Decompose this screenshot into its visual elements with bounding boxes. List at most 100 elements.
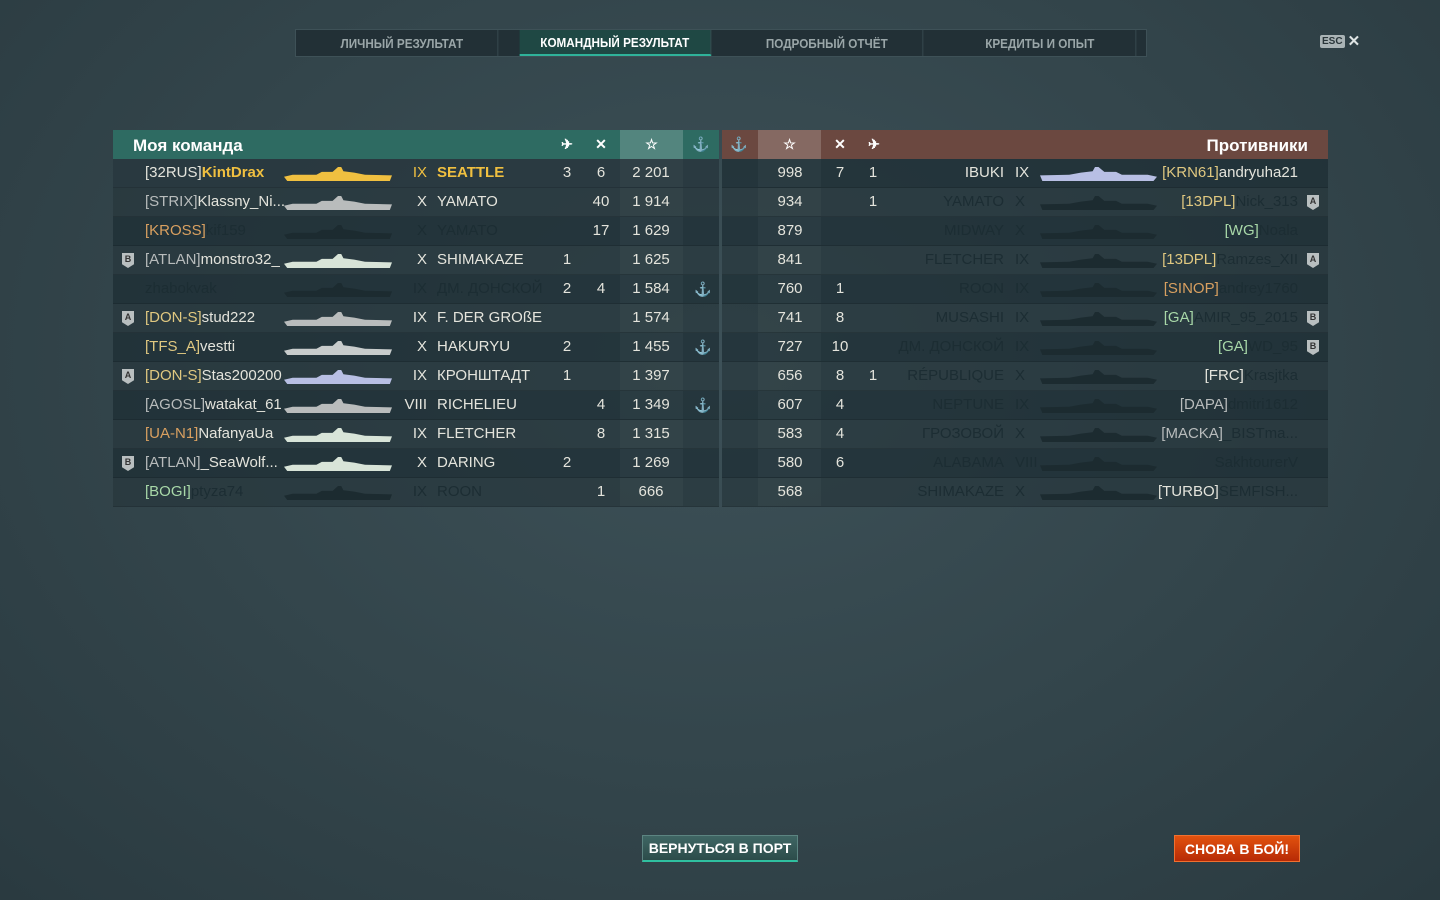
- stat-exp: 1 584: [632, 280, 670, 297]
- player-name-cell[interactable]: [UA-N1]NafanyaUa: [145, 425, 273, 442]
- player-name-cell[interactable]: [BOGI]ptyza74: [145, 483, 243, 500]
- enemy-team-table: Противники ⚓ ☆ ✕ ✈ [KRN61]andryuha21 IX IB…: [722, 130, 1328, 507]
- player-name-cell[interactable]: zhabokvak: [145, 280, 217, 297]
- my-team-rows: [32RUS]KintDrax IX SEATTLE 3 6 2 201 [STRIX]Kl…: [113, 159, 719, 507]
- player-row[interactable]: zhabokvak IX ДМ. ДОНСКОЙ 2 4 1 584 ⚓: [113, 275, 719, 304]
- ship-name: IBUKI: [964, 164, 1004, 181]
- ship-silhouette: [284, 428, 392, 442]
- player-name-cell[interactable]: [ATLAN]monstro32_: [145, 251, 280, 268]
- anchor-medal-icon: ⚓: [694, 339, 712, 355]
- player-row[interactable]: B [GA]WD_95 IX ДМ. ДОНСКОЙ 10 727: [722, 333, 1328, 362]
- player-row[interactable]: B [ATLAN]monstro32_ X SHIMAKAZE 1 1 625: [113, 246, 719, 275]
- player-row[interactable]: [FRC]Krasjtka X RÉPUBLIQUE 1 8 656: [722, 362, 1328, 391]
- player-name-cell[interactable]: [FRC]Krasjtka: [1205, 367, 1298, 384]
- clan-tag: [KROSS]: [145, 222, 206, 239]
- player-row[interactable]: [STRIX]Klassny_Ni... X YAMATO 40 1 914: [113, 188, 719, 217]
- player-name-cell[interactable]: [32RUS]KintDrax: [145, 164, 264, 181]
- player-name-cell[interactable]: [DON-S]stud222: [145, 309, 255, 326]
- stat-exp: 1 625: [632, 251, 670, 268]
- player-row[interactable]: [BOGI]ptyza74 IX ROON 1 666: [113, 478, 719, 507]
- ship-name: SHIMAKAZE: [917, 483, 1004, 500]
- star-icon: ☆: [620, 130, 683, 159]
- player-name-cell[interactable]: [GA]WD_95: [1218, 338, 1298, 355]
- player-name-cell[interactable]: [DON-S]Stas200200: [145, 367, 282, 384]
- tab-team-result[interactable]: КОМАНДНЫЙ РЕЗУЛЬТАТ: [519, 30, 711, 56]
- enemy-team-rows: [KRN61]andryuha21 IX IBUKI 1 7 998 A [13DPL]Nic…: [722, 159, 1328, 507]
- player-name: Ramzes_XII: [1216, 251, 1298, 268]
- ship-silhouette: [1040, 428, 1157, 442]
- crossed-swords-icon: ✕: [834, 136, 846, 152]
- player-name-cell[interactable]: [ATLAN]_SeaWolf...: [145, 454, 278, 471]
- player-row[interactable]: A [13DPL]Nick_313 X YAMATO 1 934: [722, 188, 1328, 217]
- ship-name: F. DER GROßE: [437, 309, 543, 326]
- stat-planes: 2: [562, 280, 572, 297]
- ship-tier: IX: [412, 164, 427, 181]
- ship-tier: X: [1015, 193, 1026, 210]
- stat-frags: 1: [596, 483, 606, 500]
- player-name-cell[interactable]: SakhtourerV: [1215, 454, 1298, 471]
- player-name-cell[interactable]: [WG]Noala: [1225, 222, 1298, 239]
- stat-exp: 727: [777, 338, 803, 355]
- player-row[interactable]: [KRN61]andryuha21 IX IBUKI 1 7 998: [722, 159, 1328, 188]
- player-row[interactable]: [32RUS]KintDrax IX SEATTLE 3 6 2 201: [113, 159, 719, 188]
- close-icon[interactable]: ✕: [1347, 33, 1361, 50]
- player-row[interactable]: B [GA]AMIR_95_2015 IX MUSASHI 8 741: [722, 304, 1328, 333]
- clan-tag: [13DPL]: [1162, 251, 1217, 268]
- player-row[interactable]: A [13DPL]Ramzes_XII IX FLETCHER 841: [722, 246, 1328, 275]
- player-name-cell[interactable]: [TFS_A]vestti: [145, 338, 235, 355]
- player-row[interactable]: [MACKA]_BISTma... X ГРОЗОВОЙ 4 583: [722, 420, 1328, 449]
- player-row[interactable]: [KROSS]kif159 X YAMATO 17 1 629: [113, 217, 719, 246]
- stat-frags: 40: [592, 193, 610, 210]
- player-name-cell[interactable]: [KROSS]kif159: [145, 222, 246, 239]
- player-name-cell[interactable]: [TURBO]SEMFISH...: [1158, 483, 1298, 500]
- player-row[interactable]: A [DON-S]Stas200200 IX КРОНШТАДТ 1 1 397: [113, 362, 719, 391]
- player-name-cell[interactable]: [KRN61]andryuha21: [1162, 164, 1298, 181]
- battle-again-button[interactable]: СНОВА В БОЙ!: [1174, 835, 1300, 862]
- ship-tier: IX: [1015, 164, 1030, 181]
- player-row[interactable]: [TURBO]SEMFISH... X SHIMAKAZE 568: [722, 478, 1328, 507]
- player-row[interactable]: B [ATLAN]_SeaWolf... X DARING 2 1 269: [113, 449, 719, 478]
- player-name-cell[interactable]: [13DPL]Nick_313: [1181, 193, 1298, 210]
- player-name: Stas200200: [201, 367, 282, 384]
- player-name-cell[interactable]: [DAPA]dmitri1612: [1180, 396, 1298, 413]
- player-row[interactable]: [UA-N1]NafanyaUa IX FLETCHER 8 1 315: [113, 420, 719, 449]
- stat-exp: 666: [638, 483, 664, 500]
- tab-credits-xp[interactable]: КРЕДИТЫ И ОПЫТ: [944, 30, 1136, 56]
- player-name: SEMFISH...: [1218, 483, 1298, 500]
- player-name-cell[interactable]: [SINOP]andrey1760: [1164, 280, 1298, 297]
- clan-tag: [ATLAN]: [145, 251, 201, 268]
- player-row[interactable]: [WG]Noala X MIDWAY 879: [722, 217, 1328, 246]
- stat-exp: 1 315: [632, 425, 670, 442]
- player-row[interactable]: A [DON-S]stud222 IX F. DER GROßE 1 574: [113, 304, 719, 333]
- ship-tier: IX: [1015, 280, 1030, 297]
- player-name-cell[interactable]: [AGOSL]watakat_61: [145, 396, 282, 413]
- stat-planes: 1: [562, 251, 572, 268]
- ship-tier: X: [416, 338, 427, 355]
- player-row[interactable]: [TFS_A]vestti X HAKURYU 2 1 455 ⚓: [113, 333, 719, 362]
- stat-frags: 17: [592, 222, 610, 239]
- player-row[interactable]: SakhtourerV VIII ALABAMA 6 580: [722, 449, 1328, 478]
- stat-planes: 2: [562, 454, 572, 471]
- ship-silhouette: [1040, 167, 1157, 181]
- anchor-medal-icon: ⚓: [730, 136, 748, 152]
- tab-personal-result[interactable]: ЛИЧНЫЙ РЕЗУЛЬТАТ: [307, 30, 498, 56]
- player-name: dmitri1612: [1227, 396, 1298, 413]
- clan-tag: [STRIX]: [145, 193, 198, 210]
- ship-name: RICHELIEU: [437, 396, 518, 413]
- player-name-cell[interactable]: [GA]AMIR_95_2015: [1164, 309, 1298, 326]
- player-name: Krasjtka: [1243, 367, 1298, 384]
- player-row[interactable]: [AGOSL]watakat_61 VIII RICHELIEU 4 1 349 ⚓: [113, 391, 719, 420]
- ship-tier: IX: [1015, 309, 1030, 326]
- player-row[interactable]: [SINOP]andrey1760 IX ROON 1 760: [722, 275, 1328, 304]
- player-name-cell[interactable]: [STRIX]Klassny_Ni...: [145, 193, 285, 210]
- division-badge: A: [122, 369, 134, 384]
- return-to-port-button[interactable]: ВЕРНУТЬСЯ В ПОРТ: [642, 835, 798, 862]
- close-button[interactable]: ESC ✕: [1320, 32, 1360, 50]
- stat-exp: 741: [777, 309, 803, 326]
- tab-detailed-report[interactable]: ПОДРОБНЫЙ ОТЧЁТ: [732, 30, 923, 56]
- clan-tag: [KRN61]: [1162, 164, 1219, 181]
- player-name-cell[interactable]: [13DPL]Ramzes_XII: [1162, 251, 1298, 268]
- player-name-cell[interactable]: [MACKA]_BISTma...: [1161, 425, 1298, 442]
- clan-tag: [SINOP]: [1163, 280, 1219, 297]
- player-row[interactable]: [DAPA]dmitri1612 IX NEPTUNE 4 607: [722, 391, 1328, 420]
